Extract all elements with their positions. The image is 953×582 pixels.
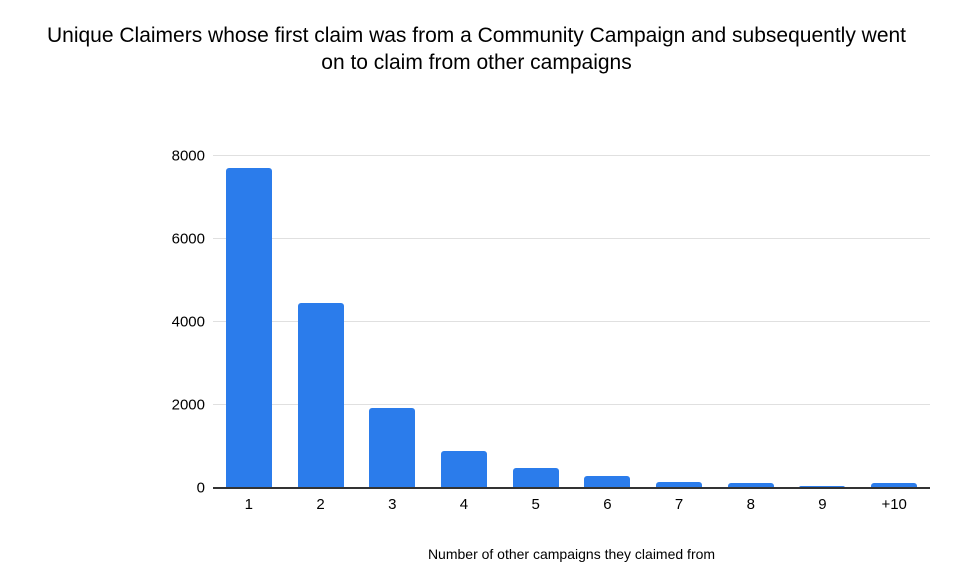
- y-tick-label: 4000: [171, 313, 205, 331]
- bar-slot: [356, 156, 428, 488]
- y-tick-label: 0: [196, 479, 205, 497]
- gridline: [213, 155, 930, 156]
- bar-slot: [572, 156, 644, 488]
- bar: [871, 482, 918, 488]
- bar: [297, 302, 344, 488]
- bar-slot: [500, 156, 572, 488]
- bar: [656, 481, 703, 488]
- x-tick-label: 1: [244, 496, 254, 513]
- x-axis-labels: 1 2 3 4 5 6 7 8 9 +10: [213, 496, 930, 513]
- y-tick-label: 6000: [171, 230, 205, 248]
- chart-title-text: Unique Claimers whose first claim was fr…: [46, 24, 907, 74]
- chart-title: Unique Claimers whose first claim was fr…: [0, 22, 953, 76]
- y-tick-label: 8000: [171, 147, 205, 165]
- x-tick-label: 4: [459, 496, 469, 513]
- bar-slot: [643, 156, 715, 488]
- bar: [369, 407, 416, 488]
- bars-row: [213, 156, 930, 488]
- bar: [727, 483, 774, 488]
- bar: [440, 451, 487, 488]
- plot-area: [213, 155, 930, 489]
- x-tick-label: 3: [388, 496, 397, 513]
- x-axis-line: [213, 487, 930, 489]
- gridline: [213, 404, 930, 405]
- x-tick-label: 2: [316, 496, 325, 513]
- gridline: [213, 321, 930, 322]
- bar-slot: [213, 156, 285, 488]
- bar: [584, 476, 631, 488]
- bar-slot: [787, 156, 859, 488]
- x-axis-title: Number of other campaigns they claimed f…: [427, 546, 716, 562]
- bar: [225, 167, 272, 488]
- x-tick-label: 9: [818, 496, 827, 513]
- y-axis-labels: 0 2000 4000 6000 8000: [140, 148, 205, 497]
- bar-slot: [858, 156, 930, 488]
- bar-slot: [285, 156, 357, 488]
- x-tick-label: 7: [674, 496, 684, 513]
- x-tick-label: 8: [746, 496, 755, 513]
- bar-slot: [715, 156, 787, 488]
- gridline: [213, 238, 930, 239]
- bar: [799, 485, 846, 488]
- bar-slot: [428, 156, 500, 488]
- y-tick-label: 2000: [171, 396, 205, 414]
- x-tick-label: +10: [881, 496, 907, 513]
- bar: [512, 467, 559, 488]
- x-tick-label: 6: [603, 496, 612, 513]
- x-tick-label: 5: [531, 496, 540, 513]
